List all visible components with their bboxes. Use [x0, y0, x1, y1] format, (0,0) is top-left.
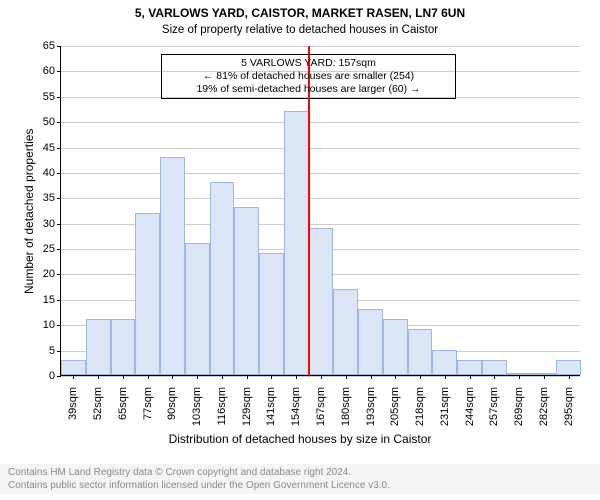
- gridline: [61, 198, 580, 199]
- x-tick-mark: [470, 375, 471, 379]
- y-tick-mark: [57, 46, 61, 47]
- y-tick-mark: [57, 71, 61, 72]
- bar: [210, 182, 235, 375]
- bar: [61, 360, 86, 375]
- bar: [556, 360, 581, 375]
- x-tick-label: 154sqm: [290, 387, 302, 426]
- chart-title: 5, VARLOWS YARD, CAISTOR, MARKET RASEN, …: [0, 6, 600, 20]
- x-tick-mark: [271, 375, 272, 379]
- x-tick-mark: [321, 375, 322, 379]
- info-box: 5 VARLOWS YARD: 157sqm← 81% of detached …: [161, 54, 456, 99]
- y-tick-mark: [57, 224, 61, 225]
- x-tick-label: 39sqm: [67, 387, 79, 420]
- footer-line: Contains public sector information licen…: [8, 479, 592, 492]
- y-tick-mark: [57, 198, 61, 199]
- x-tick-label: 90sqm: [166, 387, 178, 420]
- y-tick-mark: [57, 274, 61, 275]
- x-tick-label: 282sqm: [538, 387, 550, 426]
- property-size-chart: 5, VARLOWS YARD, CAISTOR, MARKET RASEN, …: [0, 0, 600, 500]
- bar: [185, 243, 210, 375]
- y-tick-mark: [57, 249, 61, 250]
- x-tick-label: 257sqm: [488, 387, 500, 426]
- x-tick-mark: [247, 375, 248, 379]
- footer-attribution: Contains HM Land Registry data © Crown c…: [0, 464, 600, 494]
- x-tick-mark: [197, 375, 198, 379]
- x-tick-label: 167sqm: [315, 387, 327, 426]
- y-tick-mark: [57, 376, 61, 377]
- x-tick-label: 116sqm: [216, 387, 228, 425]
- x-tick-mark: [296, 375, 297, 379]
- gridline: [61, 173, 580, 174]
- bar: [383, 319, 408, 375]
- x-tick-label: 231sqm: [439, 387, 451, 426]
- chart-subtitle: Size of property relative to detached ho…: [0, 24, 600, 36]
- bar: [284, 111, 309, 375]
- bar: [358, 309, 383, 375]
- bar: [408, 329, 433, 375]
- x-tick-mark: [148, 375, 149, 379]
- gridline: [61, 122, 580, 123]
- plot-area: 0510152025303540455055606539sqm52sqm65sq…: [60, 46, 580, 376]
- x-tick-label: 77sqm: [142, 387, 154, 420]
- x-tick-label: 65sqm: [117, 387, 129, 420]
- x-tick-label: 295sqm: [563, 387, 575, 426]
- x-tick-mark: [544, 375, 545, 379]
- x-tick-mark: [494, 375, 495, 379]
- x-tick-mark: [172, 375, 173, 379]
- bar: [333, 289, 358, 375]
- x-tick-label: 244sqm: [464, 387, 476, 426]
- bar: [111, 319, 136, 375]
- y-axis-label: Number of detached properties: [22, 128, 36, 293]
- bar: [160, 157, 185, 375]
- y-tick-mark: [57, 122, 61, 123]
- info-box-line: 19% of semi-detached houses are larger (…: [172, 83, 445, 96]
- x-tick-mark: [569, 375, 570, 379]
- bar: [259, 253, 284, 375]
- y-tick-mark: [57, 148, 61, 149]
- x-tick-mark: [346, 375, 347, 379]
- x-tick-mark: [420, 375, 421, 379]
- y-tick-mark: [57, 97, 61, 98]
- bar: [234, 207, 259, 375]
- x-tick-mark: [519, 375, 520, 379]
- y-tick-mark: [57, 300, 61, 301]
- x-tick-label: 180sqm: [340, 387, 352, 426]
- x-axis-label: Distribution of detached houses by size …: [0, 432, 600, 446]
- x-tick-mark: [371, 375, 372, 379]
- bar: [309, 228, 334, 375]
- gridline: [61, 148, 580, 149]
- info-box-line: 5 VARLOWS YARD: 157sqm: [172, 57, 445, 70]
- gridline: [61, 46, 580, 47]
- y-tick-mark: [57, 351, 61, 352]
- bar: [135, 213, 160, 375]
- x-tick-mark: [395, 375, 396, 379]
- x-tick-mark: [222, 375, 223, 379]
- info-box-line: ← 81% of detached houses are smaller (25…: [172, 70, 445, 83]
- bar: [86, 319, 111, 375]
- footer-line: Contains HM Land Registry data © Crown c…: [8, 466, 592, 479]
- bar: [482, 360, 507, 375]
- x-tick-label: 129sqm: [241, 387, 253, 426]
- x-tick-mark: [445, 375, 446, 379]
- x-tick-label: 141sqm: [265, 387, 277, 426]
- x-tick-label: 193sqm: [365, 387, 377, 426]
- x-tick-label: 269sqm: [513, 387, 525, 426]
- bar: [432, 350, 457, 375]
- y-tick-mark: [57, 325, 61, 326]
- y-tick-mark: [57, 173, 61, 174]
- x-tick-mark: [73, 375, 74, 379]
- x-tick-label: 205sqm: [389, 387, 401, 426]
- x-tick-label: 52sqm: [92, 387, 104, 420]
- x-tick-label: 103sqm: [191, 387, 203, 426]
- bar: [457, 360, 482, 375]
- x-tick-label: 218sqm: [414, 387, 426, 426]
- x-tick-mark: [98, 375, 99, 379]
- x-tick-mark: [123, 375, 124, 379]
